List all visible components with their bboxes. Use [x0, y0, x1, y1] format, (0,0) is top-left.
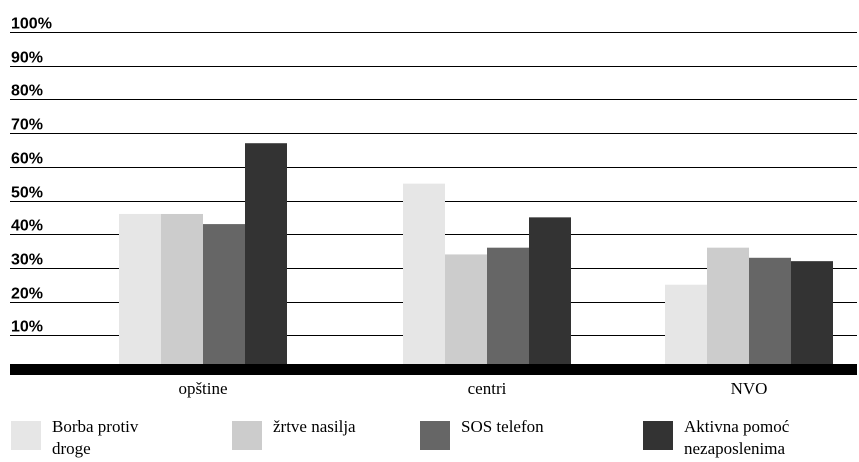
- legend-label: Aktivna pomoć nezaposlenima: [684, 417, 790, 458]
- legend-label-line: droge: [52, 439, 91, 458]
- bar: [665, 284, 707, 369]
- bar: [487, 247, 529, 369]
- legend-label: Borba protiv droge: [52, 417, 139, 458]
- legend-label-line: Borba protiv: [52, 417, 139, 436]
- bar: [203, 224, 245, 369]
- legend: Borba protiv droge žrtve nasilja SOS telefo…: [11, 417, 790, 458]
- category-label: opštine: [178, 379, 227, 398]
- legend-label: SOS telefon: [461, 417, 544, 436]
- bar: [445, 254, 487, 369]
- bar: [749, 257, 791, 369]
- category-label: centri: [468, 379, 507, 398]
- bar: [791, 261, 833, 369]
- bar: [707, 247, 749, 369]
- y-tick-label: 40%: [11, 218, 43, 235]
- legend-swatch: [420, 421, 450, 450]
- bar: [529, 217, 571, 369]
- bars: [119, 143, 833, 369]
- legend-swatch: [232, 421, 262, 450]
- y-tick-label: 20%: [11, 286, 43, 303]
- bar: [161, 213, 203, 369]
- bar: [119, 213, 161, 369]
- legend-label: žrtve nasilja: [273, 417, 356, 436]
- legend-label-line: SOS telefon: [461, 417, 544, 436]
- bar: [403, 183, 445, 369]
- category-labels: opštine centri NVO: [178, 379, 767, 398]
- y-tick-label: 90%: [11, 50, 43, 67]
- x-axis-line: [10, 364, 857, 375]
- legend-label-line: nezaposlenima: [684, 439, 785, 458]
- legend-label-line: žrtve nasilja: [273, 417, 356, 436]
- bar: [245, 143, 287, 369]
- y-tick-label: 50%: [11, 185, 43, 202]
- y-tick-labels: 100% 90% 80% 70% 60% 50% 40% 30% 20% 10%: [11, 16, 52, 336]
- y-tick-label: 30%: [11, 252, 43, 269]
- y-tick-label: 60%: [11, 151, 43, 168]
- category-label: NVO: [731, 379, 768, 398]
- y-tick-label: 100%: [11, 16, 52, 33]
- legend-label-line: Aktivna pomoć: [684, 417, 790, 436]
- y-tick-label: 80%: [11, 83, 43, 100]
- x-axis: [10, 364, 857, 375]
- legend-swatch: [643, 421, 673, 450]
- y-tick-label: 10%: [11, 319, 43, 336]
- y-tick-label: 70%: [11, 117, 43, 134]
- legend-swatch: [11, 421, 41, 450]
